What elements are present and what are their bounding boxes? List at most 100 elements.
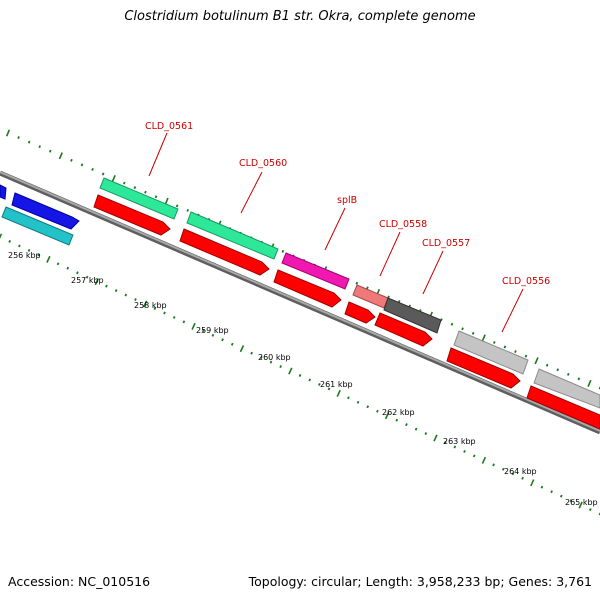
inner-ring-minor-tick bbox=[559, 494, 563, 498]
scale-label-260: 260 kbp bbox=[258, 353, 291, 362]
inner-ring-minor-tick bbox=[405, 423, 408, 427]
inner-ring-minor-tick bbox=[589, 508, 592, 511]
inner-ring-minor-tick bbox=[540, 485, 544, 489]
gene-cld0557[interactable] bbox=[383, 297, 442, 334]
gene-cld0561[interactable] bbox=[99, 177, 179, 220]
inner-ring-minor-tick bbox=[463, 449, 466, 453]
inner-ring-minor-tick bbox=[347, 396, 350, 400]
scale-label-264: 264 kbp bbox=[504, 467, 537, 476]
outer-ring-minor-tick bbox=[38, 145, 42, 149]
gene-label-cld0558: CLD_0558 bbox=[379, 219, 427, 230]
outer-ring-minor-tick bbox=[366, 286, 369, 290]
inner-ring-major-tick bbox=[94, 278, 99, 286]
inner-ring-minor-tick bbox=[569, 499, 573, 503]
cds-splB[interactable] bbox=[273, 269, 342, 308]
scale-label-259: 259 kbp bbox=[196, 326, 229, 335]
inner-ring-minor-tick bbox=[501, 467, 505, 471]
outer-ring-minor-tick bbox=[355, 281, 359, 285]
cds-cld0561[interactable] bbox=[93, 194, 171, 236]
inner-ring-major-tick bbox=[481, 456, 487, 464]
inner-ring-major-tick bbox=[288, 367, 293, 375]
outer-ring-minor-tick bbox=[101, 172, 105, 176]
inner-ring-major-tick bbox=[0, 233, 3, 239]
outer-ring-major-tick bbox=[58, 152, 63, 160]
gene-lightgray-right[interactable] bbox=[533, 368, 600, 409]
scale-label-261: 261 kbp bbox=[320, 380, 353, 389]
inner-ring-major-tick bbox=[46, 255, 51, 263]
outer-ring-minor-tick bbox=[577, 377, 581, 381]
outer-ring-minor-tick bbox=[91, 167, 94, 171]
outer-ring-major-tick bbox=[5, 129, 11, 137]
inner-ring-minor-tick bbox=[511, 472, 515, 476]
outer-ring-minor-tick bbox=[17, 136, 20, 140]
inner-ring-minor-tick bbox=[356, 400, 360, 404]
gene-label-cld0560: CLD_0560 bbox=[239, 158, 287, 169]
outer-ring-minor-tick bbox=[545, 363, 549, 367]
outer-ring-minor-tick bbox=[122, 181, 126, 185]
inner-ring-minor-tick bbox=[472, 454, 476, 458]
inner-ring-major-tick bbox=[433, 434, 438, 442]
cds-cld0558[interactable] bbox=[344, 301, 376, 324]
gene-cld0560[interactable] bbox=[186, 211, 279, 260]
gene-cld0556[interactable] bbox=[453, 330, 529, 375]
inner-ring-minor-tick bbox=[172, 315, 176, 319]
topology-text: Topology: circular; Length: 3,958,233 bp… bbox=[248, 574, 592, 589]
inner-ring-minor-tick bbox=[163, 311, 166, 315]
inner-ring-minor-tick bbox=[182, 320, 186, 324]
outer-ring-minor-tick bbox=[450, 322, 454, 326]
scale-label-256: 256 kbp bbox=[8, 251, 41, 260]
scale-label-257: 257 kbp bbox=[71, 276, 104, 285]
cds-cld0560[interactable] bbox=[179, 228, 270, 276]
scale-label-258: 258 kbp bbox=[134, 301, 167, 310]
outer-ring-minor-tick bbox=[503, 345, 507, 349]
inner-ring-minor-tick bbox=[221, 338, 224, 342]
outer-ring-minor-tick bbox=[566, 372, 570, 376]
inner-ring-major-tick bbox=[142, 300, 148, 308]
inner-ring-minor-tick bbox=[298, 374, 302, 377]
outer-ring-minor-tick bbox=[144, 190, 147, 194]
inner-ring-major-tick bbox=[191, 322, 196, 330]
inner-ring-minor-tick bbox=[85, 275, 89, 279]
cds-cld0557[interactable] bbox=[374, 312, 433, 347]
inner-ring-minor-tick bbox=[550, 490, 553, 494]
outer-ring-minor-tick bbox=[471, 331, 475, 335]
scale-label-263: 263 kbp bbox=[443, 437, 476, 446]
gene-label-splB: splB bbox=[337, 195, 357, 206]
outer-ring-minor-tick bbox=[48, 149, 52, 153]
inner-ring-minor-tick bbox=[279, 365, 282, 369]
backbone bbox=[0, 170, 600, 435]
inner-ring-major-tick bbox=[578, 501, 583, 509]
inner-ring-minor-tick bbox=[327, 387, 331, 391]
gene-label-cld0557: CLD_0557 bbox=[422, 238, 470, 249]
gene-features bbox=[0, 177, 600, 430]
gene-blue[interactable] bbox=[11, 192, 80, 230]
outer-ring-minor-tick bbox=[461, 327, 464, 331]
gene-blue-edge[interactable] bbox=[0, 184, 7, 200]
outer-ring-minor-tick bbox=[186, 208, 190, 212]
cds-right[interactable] bbox=[526, 385, 600, 430]
inner-ring-minor-tick bbox=[492, 463, 495, 467]
outer-ring-minor-tick bbox=[70, 158, 73, 162]
outer-ring-minor-tick bbox=[27, 140, 31, 144]
inner-ring-minor-tick bbox=[376, 409, 379, 413]
cds-cld0556[interactable] bbox=[446, 347, 521, 389]
outer-ring-minor-tick bbox=[281, 249, 285, 253]
outer-ring-major-tick bbox=[111, 175, 116, 183]
inner-ring-minor-tick bbox=[134, 298, 137, 302]
inner-ring-minor-tick bbox=[153, 307, 157, 310]
gene-cld0558[interactable] bbox=[352, 284, 389, 309]
scale-label-265: 265 kbp bbox=[565, 498, 598, 507]
inner-ring-minor-tick bbox=[453, 445, 457, 449]
inner-ring-minor-tick bbox=[424, 432, 428, 436]
inner-ring-minor-tick bbox=[521, 476, 524, 480]
inner-ring-minor-tick bbox=[56, 262, 60, 266]
inner-ring-major-tick bbox=[384, 412, 390, 420]
inner-ring-minor-tick bbox=[37, 253, 41, 257]
outer-ring-minor-tick bbox=[133, 186, 137, 190]
outer-ring-minor-tick bbox=[175, 204, 179, 208]
inner-ring-minor-tick bbox=[395, 418, 399, 422]
inner-ring-minor-tick bbox=[105, 284, 108, 288]
gene-cyan[interactable] bbox=[1, 206, 74, 246]
outer-ring-minor-tick bbox=[556, 368, 560, 372]
gene-splB[interactable] bbox=[281, 252, 350, 290]
